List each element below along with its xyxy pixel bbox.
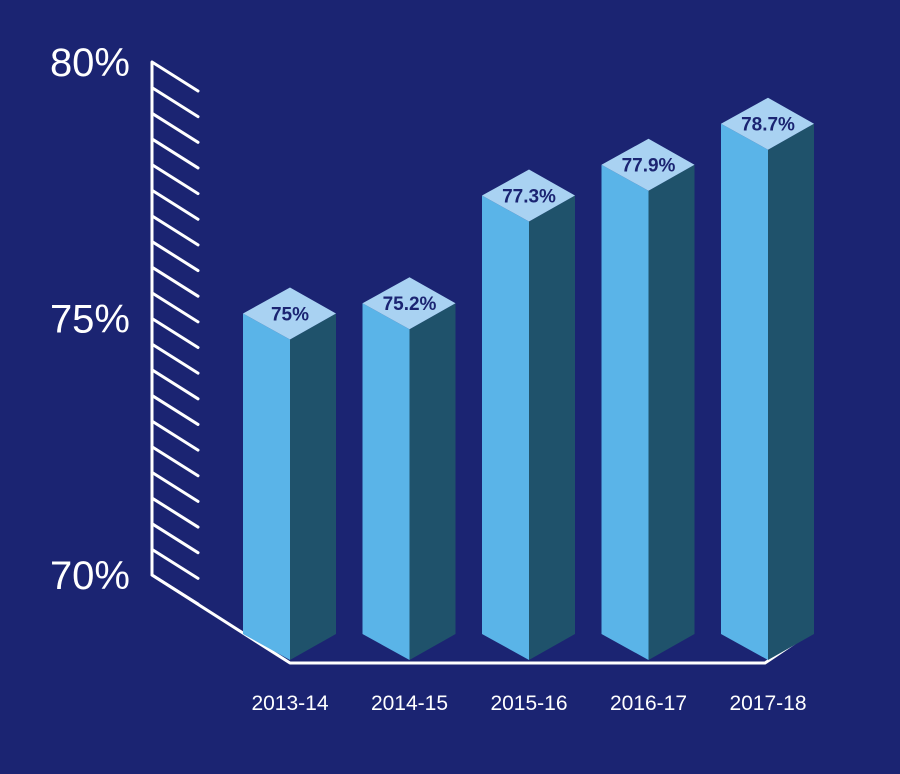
y-axis-hatch: [150, 265, 200, 298]
bar-front: [482, 195, 529, 660]
y-axis-hatch: [150, 137, 200, 170]
y-axis-hatch: [150, 445, 200, 478]
y-axis-hatch: [150, 60, 200, 93]
y-tick-label: 70%: [50, 554, 130, 598]
y-axis-hatch: [150, 111, 200, 144]
x-tick-label: 2013-14: [251, 692, 328, 715]
bar-side: [529, 195, 575, 660]
y-axis-hatch: [150, 522, 200, 555]
y-tick-label: 75%: [50, 298, 130, 342]
bar-front: [243, 313, 290, 660]
y-axis-hatch: [150, 496, 200, 529]
bar-side: [768, 123, 814, 660]
x-tick-label: 2015-16: [490, 692, 567, 715]
data-label: 75.2%: [383, 294, 437, 315]
y-axis-hatch: [150, 368, 200, 401]
bar-front: [362, 303, 410, 660]
bar-side: [409, 303, 456, 660]
y-axis-hatch: [150, 86, 200, 119]
y-axis-hatch: [150, 214, 200, 247]
x-tick-label: 2014-15: [371, 692, 448, 715]
y-axis-hatch: [150, 393, 200, 426]
bar-side: [648, 164, 695, 661]
bar-top: [601, 138, 695, 191]
bar-top: [721, 97, 814, 150]
y-axis-hatch: [150, 342, 200, 375]
y-axis-hatch: [150, 188, 200, 221]
y-axis-hatch: [150, 317, 200, 349]
bar-top: [362, 277, 456, 330]
x-tick-label: 2016-17: [610, 692, 687, 715]
x-tick-label: 2017-18: [729, 692, 806, 715]
data-label: 77.9%: [622, 156, 676, 177]
y-axis-hatch: [150, 470, 200, 503]
y-tick-label: 80%: [50, 41, 130, 85]
bar-front: [601, 164, 649, 661]
y-axis-hatch: [150, 291, 200, 324]
bar-top: [482, 169, 575, 222]
y-axis-hatch: [150, 547, 200, 580]
y-axis-hatch: [150, 419, 200, 452]
bar-top: [243, 287, 336, 340]
data-label: 77.3%: [502, 187, 556, 208]
y-axis-hatch: [150, 163, 200, 196]
bar-side: [290, 313, 336, 660]
y-axis-hatch: [150, 240, 200, 273]
data-label: 78.7%: [741, 115, 795, 136]
bar-front: [721, 123, 768, 660]
data-label: 75%: [271, 305, 309, 326]
